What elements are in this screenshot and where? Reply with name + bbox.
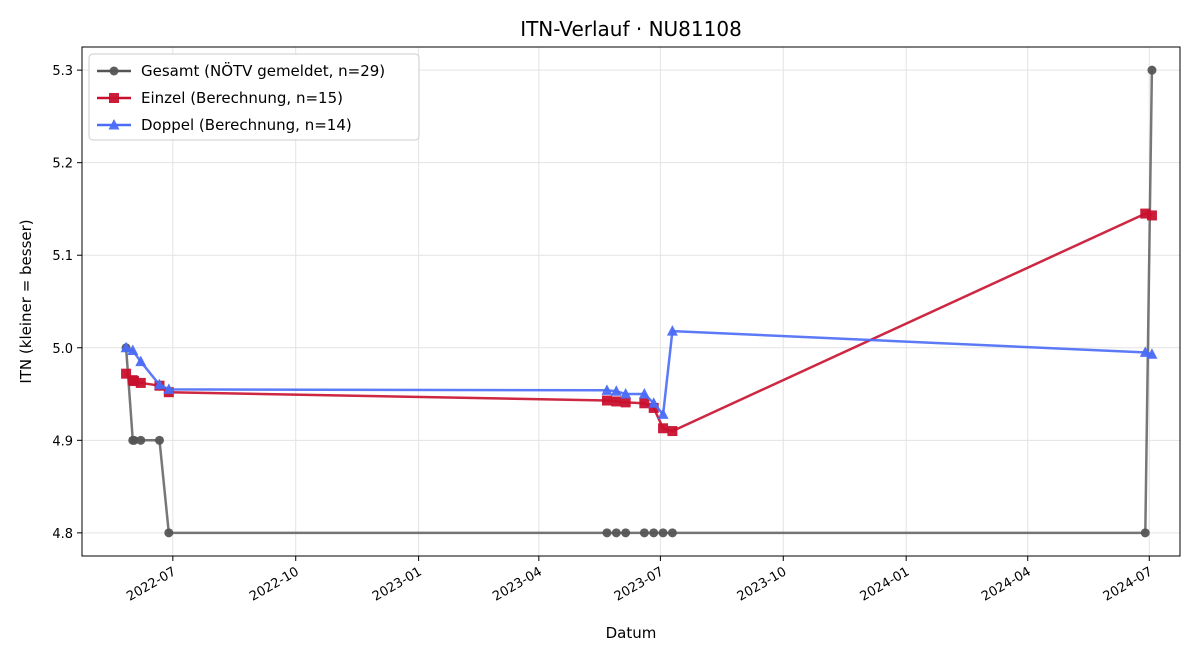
data-point	[153, 378, 165, 390]
legend: Gesamt (NÖTV gemeldet, n=29) Einzel (Bere…	[88, 53, 420, 141]
y-tick-label: 5.3	[52, 64, 73, 79]
data-point	[163, 383, 175, 394]
data-point	[611, 528, 621, 538]
data-point	[666, 325, 678, 336]
data-point	[164, 528, 174, 538]
y-tick-label: 5.0	[52, 342, 73, 357]
data-point	[1146, 210, 1157, 221]
data-point	[638, 388, 650, 399]
data-point	[136, 435, 146, 445]
data-point	[135, 355, 147, 367]
data-point	[658, 528, 668, 538]
data-point	[127, 344, 139, 356]
data-point	[1147, 65, 1157, 75]
data-point	[620, 397, 631, 408]
data-point	[648, 402, 659, 413]
chart-title: ITN-Verlauf · NU81108	[520, 17, 742, 41]
y-axis-label: ITN (kleiner = besser)	[17, 219, 35, 383]
data-point	[1140, 208, 1151, 219]
data-point	[1146, 348, 1158, 359]
data-point	[129, 376, 140, 387]
x-axis-label: Datum	[606, 624, 657, 642]
legend-label: Gesamt (NÖTV gemeldet, n=29)	[141, 61, 385, 80]
data-point	[658, 423, 669, 434]
data-point	[1140, 528, 1150, 538]
data-point	[657, 408, 669, 419]
series-group	[120, 65, 1158, 538]
data-point	[120, 341, 132, 353]
data-point	[649, 528, 659, 538]
data-point	[121, 368, 132, 379]
data-point	[154, 435, 164, 445]
data-point	[667, 528, 677, 538]
y-tick-label: 4.8	[52, 527, 73, 542]
legend-marker	[109, 66, 119, 76]
data-point	[135, 377, 146, 388]
legend-label: Doppel (Berechnung, n=14)	[141, 116, 352, 134]
legend-box	[88, 53, 420, 141]
data-point	[601, 395, 612, 406]
legend-marker	[109, 93, 119, 103]
data-point	[610, 385, 622, 396]
y-tick-label: 5.2	[52, 157, 73, 172]
data-point	[1139, 346, 1151, 357]
data-point	[667, 426, 678, 437]
data-point	[648, 397, 660, 408]
data-point	[611, 396, 622, 407]
data-point	[621, 528, 631, 538]
series-doppel	[120, 325, 1158, 419]
plot-frame	[81, 46, 1181, 557]
data-point	[129, 435, 139, 445]
data-point	[639, 398, 650, 409]
data-point	[639, 528, 649, 538]
legend-marker	[108, 119, 120, 130]
data-point	[602, 528, 612, 538]
legend-label: Einzel (Berechnung, n=15)	[141, 89, 343, 107]
data-point	[601, 384, 613, 395]
series-gesamt	[121, 65, 1157, 538]
y-axis: 4.8 4.9 5.0 5.1 5.2 5.3	[52, 64, 82, 542]
data-point	[620, 388, 632, 399]
y-tick-label: 4.9	[52, 434, 73, 449]
y-tick-label: 5.1	[52, 249, 73, 264]
